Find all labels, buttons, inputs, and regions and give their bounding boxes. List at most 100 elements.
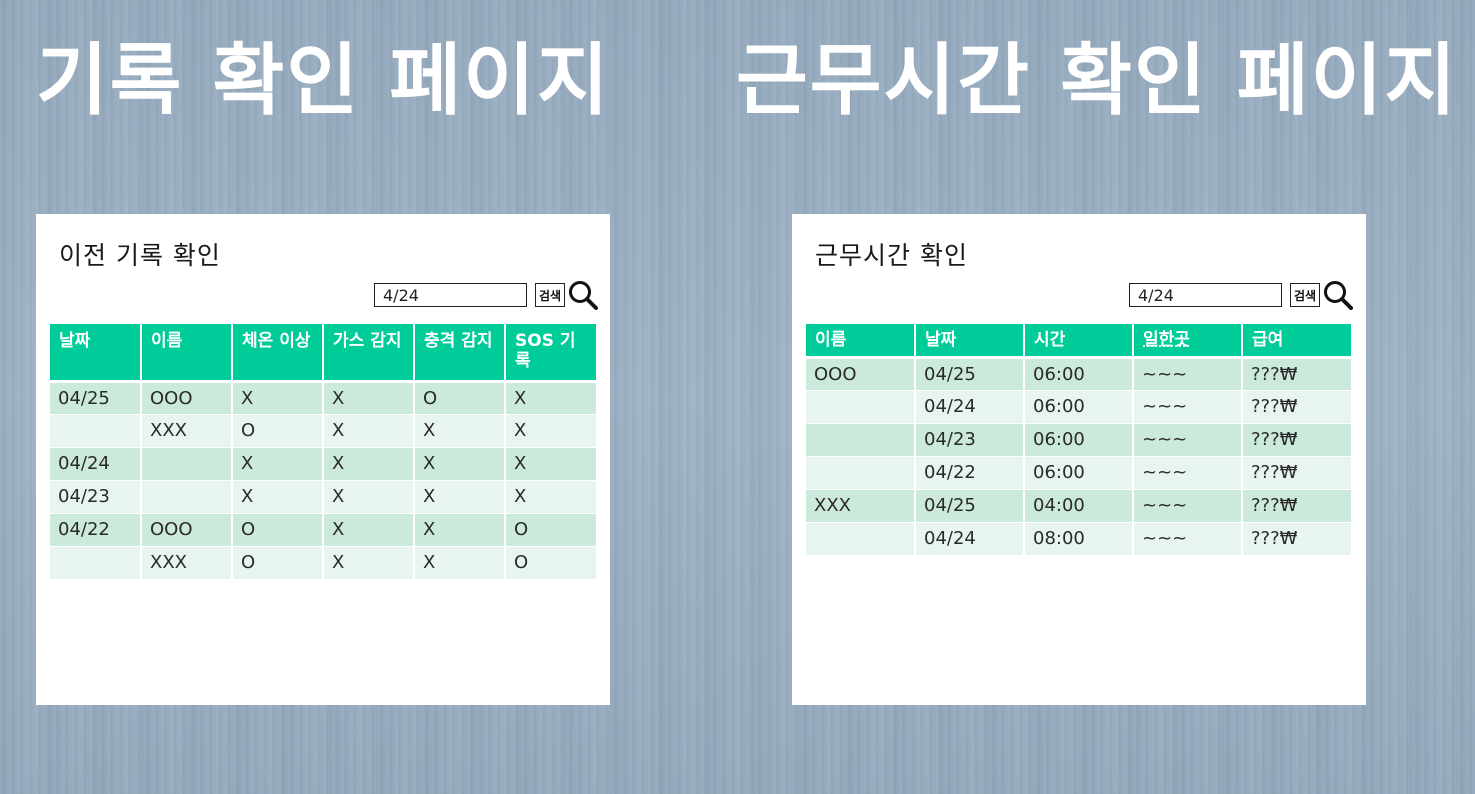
records-cell: XXX bbox=[141, 413, 233, 447]
records-cell: X bbox=[414, 479, 506, 513]
table-row: 04/22 OOO O X X O bbox=[50, 512, 596, 546]
worktime-cell: 04/23 bbox=[915, 422, 1025, 456]
worktime-cell bbox=[806, 455, 916, 489]
records-column-header: 체온 이상 bbox=[232, 324, 324, 383]
records-cell: O bbox=[232, 512, 324, 546]
worktime-cell: 08:00 bbox=[1024, 521, 1134, 555]
worktime-search-button[interactable]: 검색 bbox=[1290, 283, 1321, 307]
worktime-table: 이름 날짜 시간 일한곳 급여 OOO 04/25 06:00 ~~~ ???₩ 04/24 06:… bbox=[806, 324, 1351, 555]
records-cell: X bbox=[414, 446, 506, 480]
worktime-cell: 04:00 bbox=[1024, 488, 1134, 522]
records-cell: X bbox=[414, 545, 506, 579]
worktime-column-header: 날짜 bbox=[915, 324, 1025, 359]
records-cell: X bbox=[414, 413, 506, 447]
records-column-header: 이름 bbox=[141, 324, 233, 383]
worktime-cell: ~~~ bbox=[1133, 521, 1243, 555]
table-row: XXX O X X X bbox=[50, 413, 596, 447]
worktime-cell: 04/24 bbox=[915, 521, 1025, 555]
worktime-cell: ???₩ bbox=[1242, 356, 1351, 390]
worktime-column-header: 일한곳 bbox=[1133, 324, 1243, 359]
records-cell: X bbox=[323, 512, 415, 546]
records-cell bbox=[50, 545, 142, 579]
worktime-column-header: 급여 bbox=[1242, 324, 1351, 359]
table-row: 04/24 X X X X bbox=[50, 446, 596, 480]
records-cell: X bbox=[505, 413, 596, 447]
magnifier-icon[interactable] bbox=[1322, 279, 1354, 311]
records-cell: X bbox=[323, 380, 415, 414]
worktime-cell: 06:00 bbox=[1024, 422, 1134, 456]
worktime-cell: ~~~ bbox=[1133, 488, 1243, 522]
table-row: XXX 04/25 04:00 ~~~ ???₩ bbox=[806, 488, 1351, 522]
records-cell bbox=[141, 446, 233, 480]
worktime-cell bbox=[806, 521, 916, 555]
records-cell: O bbox=[505, 512, 596, 546]
records-cell: X bbox=[505, 446, 596, 480]
records-date-input[interactable] bbox=[374, 283, 527, 307]
records-column-header: SOS 기록 bbox=[505, 324, 596, 383]
records-cell: X bbox=[323, 479, 415, 513]
worktime-cell: 04/25 bbox=[915, 356, 1025, 390]
records-cell: X bbox=[232, 446, 324, 480]
worktime-column-header: 이름 bbox=[806, 324, 916, 359]
records-cell: 04/25 bbox=[50, 380, 142, 414]
records-cell: X bbox=[323, 545, 415, 579]
records-cell bbox=[141, 479, 233, 513]
table-row: 04/24 06:00 ~~~ ???₩ bbox=[806, 389, 1351, 423]
magnifier-icon[interactable] bbox=[567, 279, 599, 311]
worktime-cell bbox=[806, 422, 916, 456]
worktime-cell: ???₩ bbox=[1242, 488, 1351, 522]
records-cell: OOO bbox=[141, 512, 233, 546]
worktime-cell: ~~~ bbox=[1133, 389, 1243, 423]
worktime-cell: ???₩ bbox=[1242, 422, 1351, 456]
records-column-header: 충격 감지 bbox=[414, 324, 506, 383]
records-page-title: 기록 확인 페이지 bbox=[36, 36, 611, 126]
worktime-cell: ???₩ bbox=[1242, 389, 1351, 423]
table-row: 04/24 08:00 ~~~ ???₩ bbox=[806, 521, 1351, 555]
worktime-heading: 근무시간 확인 bbox=[815, 241, 968, 270]
table-row: OOO 04/25 06:00 ~~~ ???₩ bbox=[806, 356, 1351, 390]
records-cell: X bbox=[505, 479, 596, 513]
worktime-column-header: 시간 bbox=[1024, 324, 1134, 359]
table-row: 04/23 X X X X bbox=[50, 479, 596, 513]
table-row: XXX O X X O bbox=[50, 545, 596, 579]
records-cell: 04/24 bbox=[50, 446, 142, 480]
records-cell: OOO bbox=[141, 380, 233, 414]
records-cell: O bbox=[505, 545, 596, 579]
records-cell: X bbox=[505, 380, 596, 414]
worktime-cell: 06:00 bbox=[1024, 356, 1134, 390]
worktime-cell: ~~~ bbox=[1133, 422, 1243, 456]
table-row: 04/22 06:00 ~~~ ???₩ bbox=[806, 455, 1351, 489]
worktime-cell: 04/25 bbox=[915, 488, 1025, 522]
worktime-cell: ~~~ bbox=[1133, 356, 1243, 390]
records-table: 날짜 이름 체온 이상 가스 감지 충격 감지 SOS 기록 04/25 OOO X X O X XX… bbox=[50, 324, 596, 579]
records-cell: X bbox=[323, 446, 415, 480]
records-cell: O bbox=[232, 413, 324, 447]
worktime-cell: OOO bbox=[806, 356, 916, 390]
table-row: 04/25 OOO X X O X bbox=[50, 380, 596, 414]
worktime-cell: XXX bbox=[806, 488, 916, 522]
worktime-cell: 04/24 bbox=[915, 389, 1025, 423]
records-cell: X bbox=[323, 413, 415, 447]
records-cell: XXX bbox=[141, 545, 233, 579]
worktime-page-title: 근무시간 확인 페이지 bbox=[736, 36, 1459, 126]
records-column-header: 가스 감지 bbox=[323, 324, 415, 383]
records-cell: 04/23 bbox=[50, 479, 142, 513]
records-column-header: 날짜 bbox=[50, 324, 142, 383]
records-cell: X bbox=[232, 479, 324, 513]
records-cell: X bbox=[232, 380, 324, 414]
worktime-cell: ???₩ bbox=[1242, 455, 1351, 489]
worktime-date-input[interactable] bbox=[1129, 283, 1282, 307]
table-row: 04/23 06:00 ~~~ ???₩ bbox=[806, 422, 1351, 456]
worktime-header-row: 이름 날짜 시간 일한곳 급여 bbox=[806, 324, 1351, 359]
worktime-cell: 06:00 bbox=[1024, 455, 1134, 489]
records-cell: O bbox=[414, 380, 506, 414]
records-header-row: 날짜 이름 체온 이상 가스 감지 충격 감지 SOS 기록 bbox=[50, 324, 596, 383]
records-search-button[interactable]: 검색 bbox=[535, 283, 566, 307]
worktime-cell bbox=[806, 389, 916, 423]
worktime-cell: ~~~ bbox=[1133, 455, 1243, 489]
worktime-cell: ???₩ bbox=[1242, 521, 1351, 555]
records-cell bbox=[50, 413, 142, 447]
worktime-search-bar: 검색 bbox=[1129, 280, 1354, 310]
worktime-cell: 04/22 bbox=[915, 455, 1025, 489]
